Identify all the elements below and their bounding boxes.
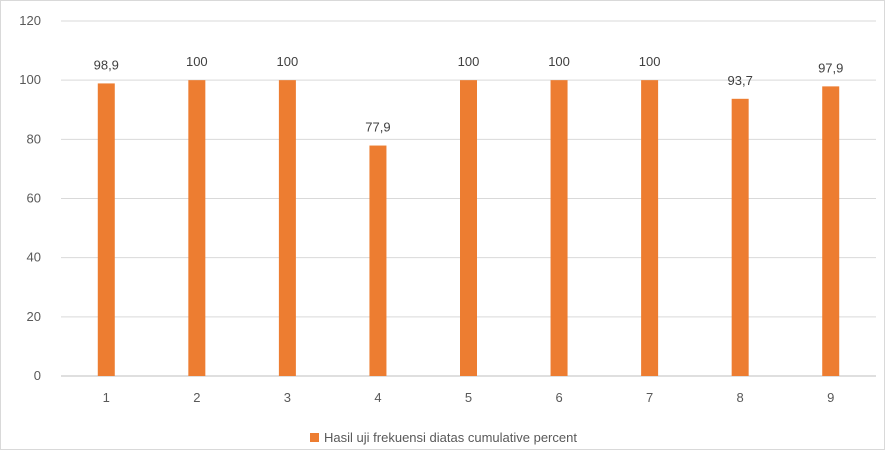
y-tick-label: 40	[27, 250, 41, 265]
x-tick-label: 9	[827, 390, 834, 405]
bar-chart: 0 20 40 60 80 100 120 98,9 1 100 2 100 3 77,9 4 100 5 100…	[19, 13, 876, 405]
x-tick-label: 2	[193, 390, 200, 405]
bar	[460, 80, 477, 377]
data-label: 100	[458, 54, 480, 69]
x-tick-label: 8	[737, 390, 744, 405]
bar	[641, 80, 659, 377]
data-label: 98,9	[94, 57, 119, 72]
x-tick-label: 6	[555, 390, 562, 405]
bar	[188, 80, 206, 377]
x-tick-label: 3	[284, 390, 291, 405]
legend: Hasil uji frekuensi diatas cumulative pe…	[1, 429, 885, 445]
data-label: 100	[186, 54, 208, 69]
data-label: 100	[277, 54, 299, 69]
data-label: 93,7	[728, 73, 753, 88]
data-label: 100	[639, 54, 661, 69]
y-tick-label: 60	[27, 191, 41, 206]
legend-swatch	[310, 433, 320, 443]
y-tick-label: 80	[27, 131, 41, 146]
y-tick-label: 120	[19, 13, 41, 28]
bar	[550, 80, 568, 377]
y-tick-label: 20	[27, 309, 41, 324]
bar	[731, 98, 749, 376]
data-label: 100	[548, 54, 570, 69]
bar	[369, 145, 387, 376]
bar	[822, 86, 840, 377]
bar	[97, 83, 115, 376]
data-label: 97,9	[818, 60, 843, 75]
data-label: 77,9	[365, 120, 390, 135]
x-tick-label: 1	[103, 390, 110, 405]
legend-label: Hasil uji frekuensi diatas cumulative pe…	[324, 430, 577, 446]
x-tick-label: 7	[646, 390, 653, 405]
bar	[278, 80, 296, 377]
y-tick-label: 100	[19, 72, 41, 87]
x-tick-label: 5	[465, 390, 472, 405]
y-tick-label: 0	[34, 368, 41, 383]
x-tick-label: 4	[374, 390, 381, 405]
